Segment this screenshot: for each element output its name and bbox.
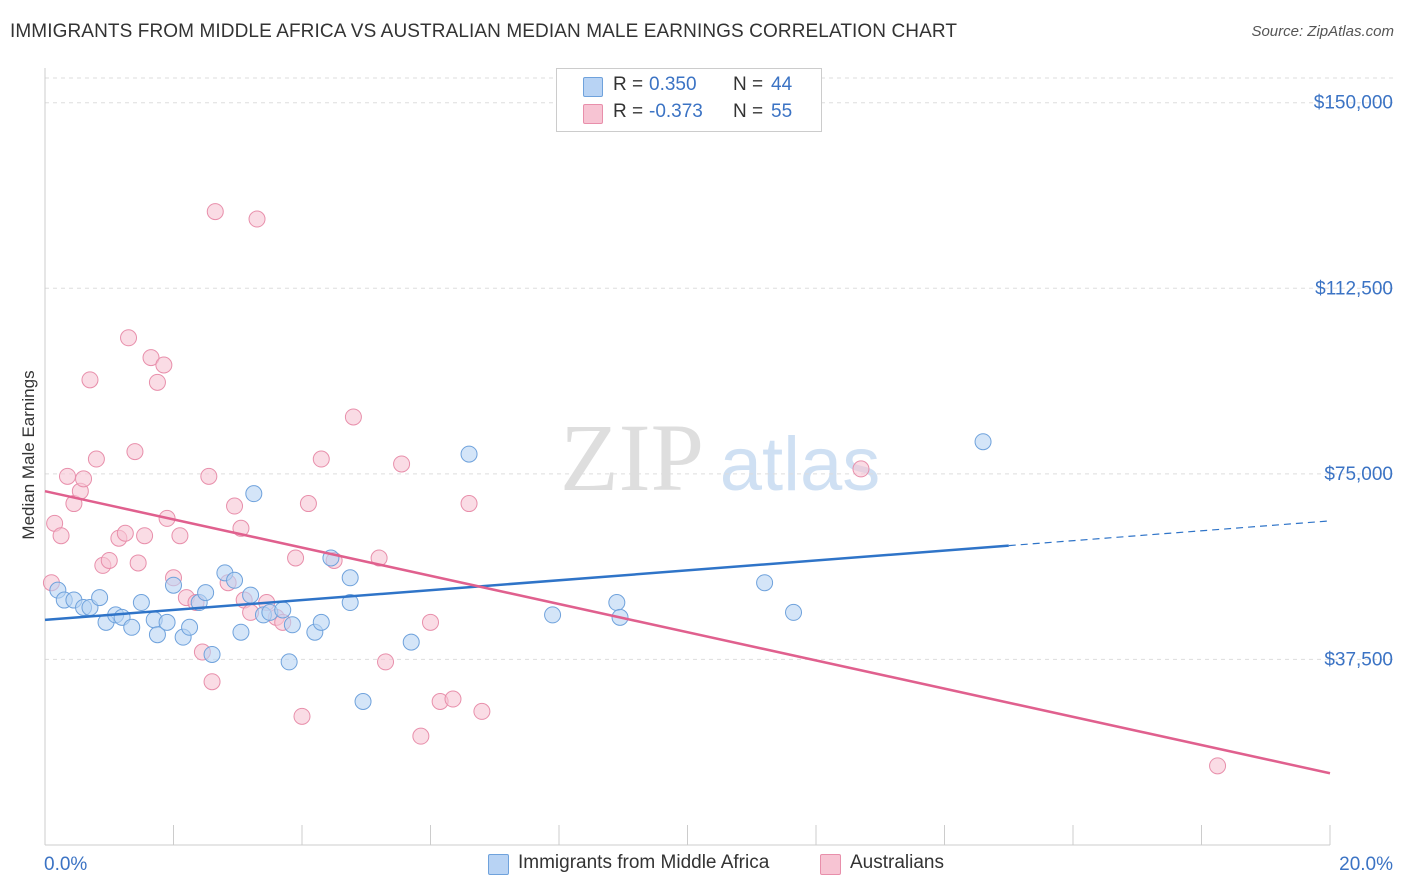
data-point-australians [81, 371, 99, 389]
y-tick-label: $37,500 [1324, 649, 1393, 670]
data-point-middle-africa [123, 618, 141, 636]
data-point-australians [100, 551, 118, 569]
data-point-middle-africa [148, 626, 166, 644]
data-point-australians [75, 470, 93, 488]
y-tick-label: $150,000 [1314, 93, 1393, 114]
r-value: 0.350 [649, 74, 697, 95]
r-label: R = [613, 74, 644, 95]
pink-swatch [583, 104, 603, 124]
x-tick-labels: 0.0% 20.0% [44, 854, 1393, 875]
source-note: Source: ZipAtlas.com [1251, 23, 1394, 40]
r-value: -0.373 [649, 101, 703, 122]
legend-label: Australians [850, 852, 944, 873]
n-value: 44 [771, 74, 793, 95]
trend-line-middle-africa [44, 544, 1009, 622]
data-point-australians [444, 690, 462, 708]
data-point-australians [1209, 757, 1227, 775]
data-point-australians [126, 443, 144, 461]
data-point-middle-africa [608, 594, 626, 612]
data-point-middle-africa [232, 623, 250, 641]
stats-legend-box: R = 0.350 N = 44 R = -0.373 N = 55 [556, 68, 822, 132]
data-point-australians [422, 613, 439, 631]
watermark: ZIP atlas [560, 404, 880, 511]
data-point-middle-africa [341, 569, 359, 587]
data-point-australians [148, 373, 166, 391]
y-tick-label: $112,500 [1315, 278, 1393, 299]
data-point-middle-africa [91, 589, 109, 607]
data-point-australians [344, 408, 362, 426]
x-ticks [44, 825, 1331, 845]
data-point-australians [129, 554, 147, 572]
data-point-middle-africa [460, 445, 478, 463]
data-point-australians [377, 653, 395, 671]
trend-lines [44, 489, 1331, 775]
n-label: N = [733, 74, 764, 95]
trend-line-middle-africa-extension [1008, 520, 1331, 547]
data-point-middle-africa [245, 485, 263, 503]
data-point-australians [116, 524, 134, 542]
data-point-middle-africa [402, 633, 420, 651]
r-label: R = [613, 101, 644, 122]
pink-swatch [820, 854, 841, 875]
data-point-australians [203, 673, 221, 691]
x-tick-label: 0.0% [44, 854, 87, 875]
data-point-middle-africa [283, 616, 301, 634]
data-point-australians [299, 495, 317, 513]
chart-title: IMMIGRANTS FROM MIDDLE AFRICA VS AUSTRAL… [10, 21, 958, 42]
data-point-middle-africa [354, 692, 372, 710]
trend-line-australians [44, 489, 1331, 775]
watermark-zip: ZIP [560, 404, 704, 511]
data-point-australians [312, 450, 330, 468]
n-value: 55 [771, 101, 793, 122]
y-tick-label: $75,000 [1324, 464, 1393, 485]
data-point-middle-africa [756, 574, 774, 592]
data-point-australians [226, 497, 244, 515]
data-point-middle-africa [274, 601, 292, 619]
data-point-middle-africa [312, 613, 330, 631]
data-point-australians [52, 527, 70, 545]
legend-label: Immigrants from Middle Africa [518, 852, 770, 873]
data-point-australians [852, 460, 870, 478]
n-label: N = [733, 101, 764, 122]
data-point-australians [393, 455, 411, 473]
data-point-australians [120, 329, 138, 347]
data-point-australians [155, 356, 173, 374]
data-point-australians [142, 349, 160, 367]
data-point-australians [287, 549, 305, 567]
blue-swatch [488, 854, 509, 875]
data-point-australians [171, 527, 189, 545]
data-point-middle-africa [785, 603, 803, 621]
data-point-middle-africa [158, 613, 176, 631]
watermark-atlas: atlas [720, 422, 881, 507]
data-point-middle-africa [197, 584, 215, 602]
data-point-middle-africa [203, 645, 221, 663]
data-point-australians [370, 549, 388, 567]
data-point-middle-africa [974, 433, 992, 451]
data-point-middle-africa [242, 586, 260, 604]
data-point-australians [58, 467, 76, 485]
data-point-middle-africa [132, 594, 150, 612]
data-point-australians [412, 727, 430, 745]
data-point-middle-africa [165, 576, 182, 594]
data-point-australians [248, 210, 266, 228]
data-point-australians [136, 527, 154, 545]
data-point-australians [473, 702, 491, 720]
data-point-middle-africa [341, 594, 359, 612]
y-tick-labels: $37,500 $75,000 $112,500 $150,000 [1314, 93, 1393, 671]
data-point-australians [87, 450, 105, 468]
data-point-middle-africa [226, 571, 244, 589]
grid-lines [45, 77, 1395, 660]
x-tick-label: 20.0% [1339, 854, 1393, 875]
data-point-australians [293, 707, 311, 725]
data-point-australians [460, 495, 478, 513]
data-point-middle-africa [544, 606, 562, 624]
data-point-middle-africa [280, 653, 298, 671]
data-point-middle-africa [181, 618, 199, 636]
data-point-australians [206, 203, 224, 221]
data-point-australians [200, 467, 218, 485]
middle-africa-points [49, 433, 992, 710]
blue-swatch [583, 77, 603, 97]
